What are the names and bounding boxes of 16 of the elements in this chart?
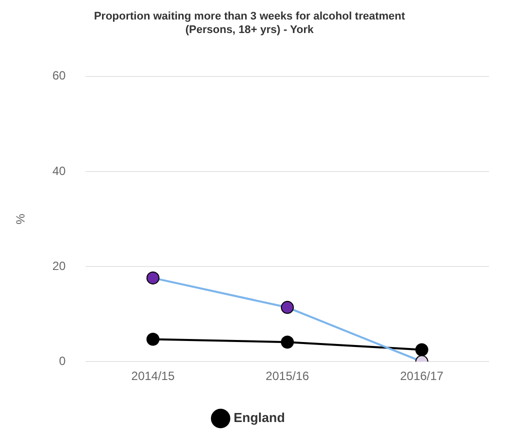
y-tick-label: 40 (52, 164, 66, 178)
y-axis-title: % (14, 213, 28, 224)
point (280, 336, 294, 349)
y-tick-label: 60 (52, 68, 66, 83)
point (280, 300, 294, 314)
text: (Persons, 18+ yrs) - York (185, 24, 314, 36)
x-tick-label: 2016/17 (400, 369, 444, 384)
point (415, 343, 428, 356)
point (146, 332, 160, 346)
text: Proportion waiting more than 3 weeks for alcohol treatment (94, 10, 406, 23)
point (146, 271, 160, 284)
x-tick-label: 2015/16 (266, 369, 310, 384)
y-tick-label: 20 (52, 258, 66, 273)
y-tick-label: 0 (59, 354, 66, 368)
x-tick-label: 2014/15 (131, 369, 175, 384)
legend-label: England (234, 410, 285, 426)
